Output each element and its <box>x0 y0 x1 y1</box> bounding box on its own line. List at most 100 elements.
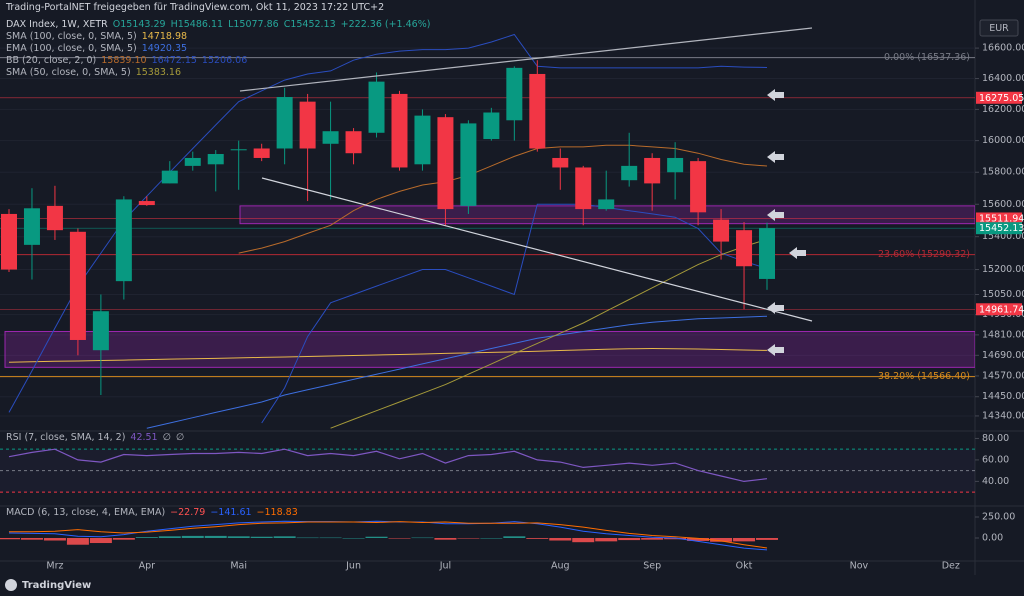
y-tick-label: 14450.00 <box>982 391 1024 402</box>
main-pane <box>0 33 975 429</box>
ohlc-value: L15077.86 <box>228 19 279 30</box>
arrow <box>767 344 784 356</box>
rsi-legend: RSI (7, close, SMA, 14, 2) 42.51 ∅ ∅ <box>6 432 189 444</box>
y-tick-label: 16200.00 <box>982 104 1024 115</box>
zone <box>4 330 975 368</box>
histogram-bar <box>503 536 526 538</box>
y-tick-label: 80.00 <box>982 433 1009 444</box>
brand: TradingView <box>22 580 91 591</box>
histogram-bar <box>158 536 181 538</box>
indicator-line <box>146 315 768 429</box>
candle-body <box>138 201 155 206</box>
price-label: 15452.13 <box>979 223 1024 234</box>
macd-legend: MACD (6, 13, close, 4, EMA, EMA) −22.79 −1… <box>6 507 303 519</box>
histogram-bar <box>0 537 20 540</box>
histogram-bar <box>227 536 250 538</box>
x-tick-label: Apr <box>139 561 156 572</box>
legend-name: BB (20, close, 2, 0) <box>6 55 97 66</box>
histogram-bar <box>457 537 480 539</box>
histogram-bar <box>342 537 365 539</box>
x-tick-label: Mai <box>230 561 247 572</box>
price-label-box <box>976 222 1022 235</box>
symbol: DAX Index, 1W, XETR <box>6 19 108 30</box>
legend-value: ∅ <box>162 432 171 443</box>
candle-body <box>552 157 569 168</box>
candle-body <box>253 148 270 158</box>
indicator-line <box>330 238 768 429</box>
indicator-line <box>261 203 768 424</box>
candle-body <box>115 199 132 282</box>
y-tick-label: 15050.00 <box>982 289 1024 300</box>
legend-row[interactable]: SMA (100, close, 0, SMA, 5) 14718.98 <box>6 31 252 43</box>
y-tick-label: 60.00 <box>982 454 1009 465</box>
histogram-bar <box>273 536 296 538</box>
y-tick-label: 15600.00 <box>982 199 1024 210</box>
price-label-box <box>976 212 1022 225</box>
indicator-line <box>238 144 768 254</box>
arrow <box>789 247 806 259</box>
candle-body <box>92 311 109 351</box>
histogram-bar <box>480 537 503 539</box>
arrow <box>767 302 784 314</box>
y-tick-label: 15800.00 <box>982 167 1024 178</box>
histogram-bar <box>572 537 595 543</box>
candle-body <box>414 115 431 165</box>
symbol-row: DAX Index, 1W, XETR O15143.29 H15486.11 L15… <box>6 19 435 31</box>
candle-body <box>736 230 753 267</box>
x-tick-label: Okt <box>736 561 753 572</box>
legend-value: 15206.06 <box>201 55 248 66</box>
y-tick-label: 14810.00 <box>982 329 1024 340</box>
candle-body <box>506 67 523 121</box>
legend-value: 14718.98 <box>141 31 188 42</box>
legend-value: −118.83 <box>256 507 298 518</box>
legend-value: 16472.15 <box>151 55 197 66</box>
candle-body <box>529 73 546 149</box>
histogram-bar <box>112 537 135 540</box>
currency-box[interactable] <box>979 19 1019 37</box>
histogram-bar <box>204 535 227 538</box>
legend-value: 14920.35 <box>141 43 188 54</box>
price-label-box <box>976 91 1022 104</box>
candle-body <box>322 131 339 144</box>
histogram-bar <box>687 537 710 541</box>
candle-body <box>276 97 293 149</box>
change: +222.36 (+1.46%) <box>340 19 431 30</box>
x-tick-label: Jun <box>345 561 361 572</box>
y-tick-label: 14690.00 <box>982 350 1024 361</box>
y-tick-label: 15200.00 <box>982 264 1024 275</box>
legend-value: ∅ <box>175 432 185 443</box>
price-axis: 16600.00 16400.00 16200.00 16000.00 15800.00… <box>975 43 1024 543</box>
currency: EUR <box>989 23 1009 34</box>
y-tick-label: 40.00 <box>982 476 1009 487</box>
price-label: 16275.05 <box>979 93 1024 104</box>
legend-value: 15383.16 <box>135 67 182 78</box>
legend-row[interactable]: EMA (100, close, 0, SMA, 5) 14920.35 <box>6 43 252 55</box>
y-tick-label: 16600.00 <box>982 43 1024 54</box>
histogram-bar <box>595 537 618 542</box>
candle-body <box>598 199 615 210</box>
y-tick-label: 0.00 <box>982 532 1003 543</box>
histogram-bar <box>20 537 43 540</box>
indicator-line <box>8 33 768 413</box>
histogram-bar <box>365 536 388 538</box>
macd-pane <box>0 520 779 551</box>
ohlc-value: H15486.11 <box>170 19 224 30</box>
fib-label: 38.20% (14566.40) <box>878 371 970 382</box>
indicator-line <box>8 347 768 363</box>
histogram-bar <box>135 537 158 538</box>
x-tick-label: Dez <box>942 561 960 572</box>
legend-row[interactable]: BB (20, close, 2, 0) 15839.10 16472.15 1520… <box>6 55 252 67</box>
legend-value: −22.79 <box>170 507 206 518</box>
shared-by: Trading-PortalNET freigegeben für Tradin… <box>6 2 385 13</box>
candle-body <box>575 167 592 210</box>
logo-icon <box>5 579 17 591</box>
histogram-bar <box>319 537 342 539</box>
candle-body <box>667 157 684 173</box>
candle-body <box>345 131 362 154</box>
candle-body <box>391 93 408 168</box>
legend-name: SMA (50, close, 0, SMA, 5) <box>6 67 131 78</box>
legend-row[interactable]: SMA (50, close, 0, SMA, 5) 15383.16 <box>6 67 252 79</box>
signal-line <box>9 521 768 549</box>
histogram-bar <box>181 535 204 538</box>
